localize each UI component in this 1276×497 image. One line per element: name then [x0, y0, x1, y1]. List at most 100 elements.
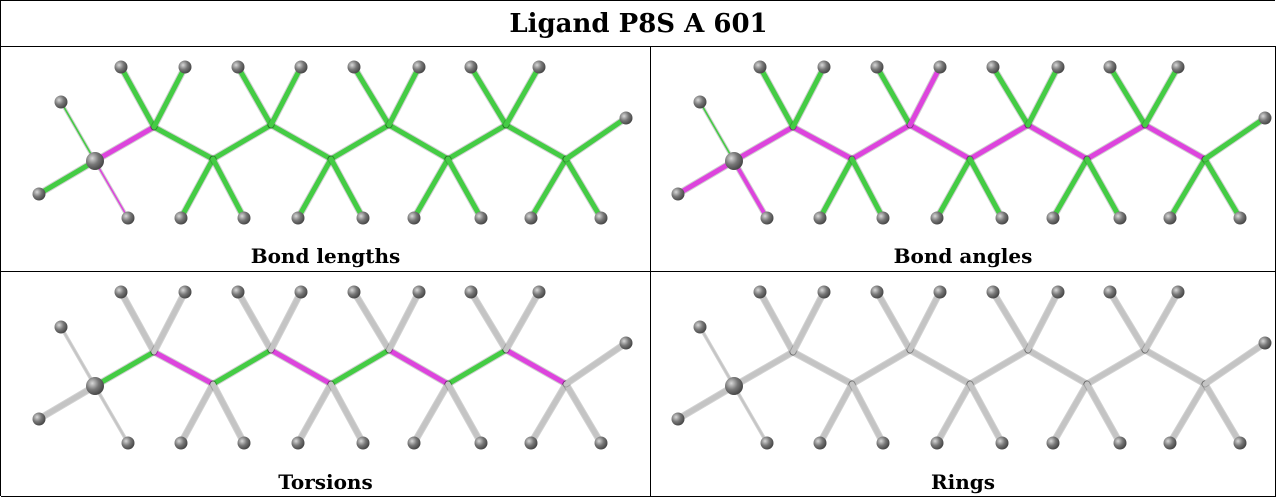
- carbon-atom: [725, 377, 743, 395]
- hydrogen-bond: [675, 383, 737, 422]
- hydrogen-bond: [874, 289, 913, 353]
- panel-rings: Rings: [651, 272, 1276, 497]
- hydrogen-bond: [817, 156, 855, 221]
- molecule-torsions: [32, 285, 633, 450]
- hydrogen-bond: [675, 158, 737, 197]
- panel-caption: Rings: [930, 470, 995, 494]
- hydrogen-bond: [817, 381, 855, 446]
- hydrogen-atom: [1163, 211, 1177, 225]
- hydrogen-bond: [990, 64, 1031, 128]
- hydrogen-bond: [528, 381, 569, 446]
- hydrogen-bond: [60, 326, 96, 387]
- hydrogen-bond: [178, 381, 216, 446]
- hydrogen-atom: [532, 60, 546, 74]
- hydrogen-bond: [1202, 115, 1268, 162]
- panel-caption: Torsions: [278, 470, 373, 494]
- hydrogen-atom: [1233, 436, 1247, 450]
- carbon-bond: [849, 347, 913, 387]
- hydrogen-bond: [351, 289, 392, 353]
- hydrogen-bond: [1167, 156, 1208, 221]
- hydrogen-atom: [1103, 285, 1117, 299]
- hydrogen-bond: [907, 289, 943, 353]
- hydrogen-atom: [356, 211, 370, 225]
- hydrogen-atom: [1103, 60, 1117, 74]
- carbon-bond: [1084, 122, 1148, 162]
- hydrogen-atom: [753, 60, 767, 74]
- carbon-bond: [386, 347, 451, 387]
- hydrogen-atom: [412, 60, 426, 74]
- hydrogen-bond: [1084, 381, 1123, 446]
- hydrogen-bond: [1142, 289, 1181, 353]
- hydrogen-bond: [934, 381, 973, 446]
- carbon-bond: [907, 122, 973, 162]
- hydrogen-atom: [986, 285, 1000, 299]
- carbon-bond: [268, 347, 334, 387]
- panel-caption: Bond lengths: [250, 244, 401, 268]
- hydrogen-atom: [1051, 60, 1065, 74]
- carbon-bond: [92, 349, 157, 389]
- hydrogen-atom: [356, 436, 370, 450]
- hydrogen-bond: [934, 156, 973, 221]
- hydrogen-atom: [817, 285, 831, 299]
- hydrogen-bond: [151, 289, 188, 355]
- hydrogen-bond: [445, 381, 484, 446]
- hydrogen-bond: [210, 156, 247, 221]
- panel-bond-lengths: Bond lengths: [1, 47, 651, 272]
- hydrogen-atom: [760, 436, 774, 450]
- carbon-bond: [328, 347, 392, 387]
- carbon-bond: [967, 122, 1031, 162]
- hydrogen-atom: [291, 436, 305, 450]
- hydrogen-atom: [753, 285, 767, 299]
- hydrogen-atom: [32, 187, 46, 201]
- carbon-bond: [790, 349, 855, 387]
- hydrogen-atom: [671, 412, 685, 426]
- carbon-bond: [503, 122, 569, 162]
- hydrogen-bond: [563, 156, 604, 221]
- hydrogen-bond: [268, 289, 304, 353]
- hydrogen-atom: [995, 211, 1009, 225]
- hydrogen-bond: [699, 326, 735, 387]
- hydrogen-atom: [347, 60, 361, 74]
- hydrogen-bond: [1084, 156, 1123, 221]
- hydrogen-atom: [524, 211, 538, 225]
- hydrogen-atom: [619, 336, 633, 350]
- carbon-atom: [86, 152, 104, 170]
- carbon-bond: [1084, 347, 1148, 387]
- hydrogen-atom: [114, 285, 128, 299]
- hydrogen-atom: [594, 211, 608, 225]
- hydrogen-bond: [1107, 289, 1148, 353]
- hydrogen-atom: [876, 211, 890, 225]
- hydrogen-bond: [36, 158, 98, 197]
- carbon-bond: [731, 124, 796, 164]
- hydrogen-bond: [699, 101, 735, 162]
- hydrogen-bond: [468, 64, 509, 128]
- hydrogen-bond: [235, 64, 274, 128]
- hydrogen-bond: [118, 289, 157, 355]
- carbon-bond: [210, 122, 274, 162]
- hydrogen-atom: [693, 320, 707, 334]
- hydrogen-atom: [294, 285, 308, 299]
- hydrogen-bond: [503, 289, 542, 353]
- hydrogen-atom: [178, 285, 192, 299]
- hydrogen-bond: [295, 156, 334, 221]
- carbon-bond: [92, 124, 157, 164]
- hydrogen-bond: [1202, 156, 1243, 221]
- hydrogen-atom: [870, 60, 884, 74]
- hydrogen-bond: [295, 381, 334, 446]
- carbon-bond: [268, 122, 334, 162]
- hydrogen-bond: [528, 156, 569, 221]
- hydrogen-atom: [1046, 211, 1060, 225]
- carbon-bond: [849, 122, 913, 162]
- hydrogen-atom: [1258, 336, 1272, 350]
- hydrogen-bond: [849, 156, 886, 221]
- hydrogen-atom: [464, 60, 478, 74]
- hydrogen-bond: [468, 289, 509, 353]
- hydrogen-bond: [1202, 340, 1268, 387]
- carbon-bond: [445, 347, 509, 387]
- hydrogen-bond: [411, 156, 451, 221]
- hydrogen-atom: [594, 436, 608, 450]
- carbon-bond: [907, 347, 973, 387]
- carbon-atom: [86, 377, 104, 395]
- hydrogen-bond: [178, 156, 216, 221]
- hydrogen-atom: [474, 211, 488, 225]
